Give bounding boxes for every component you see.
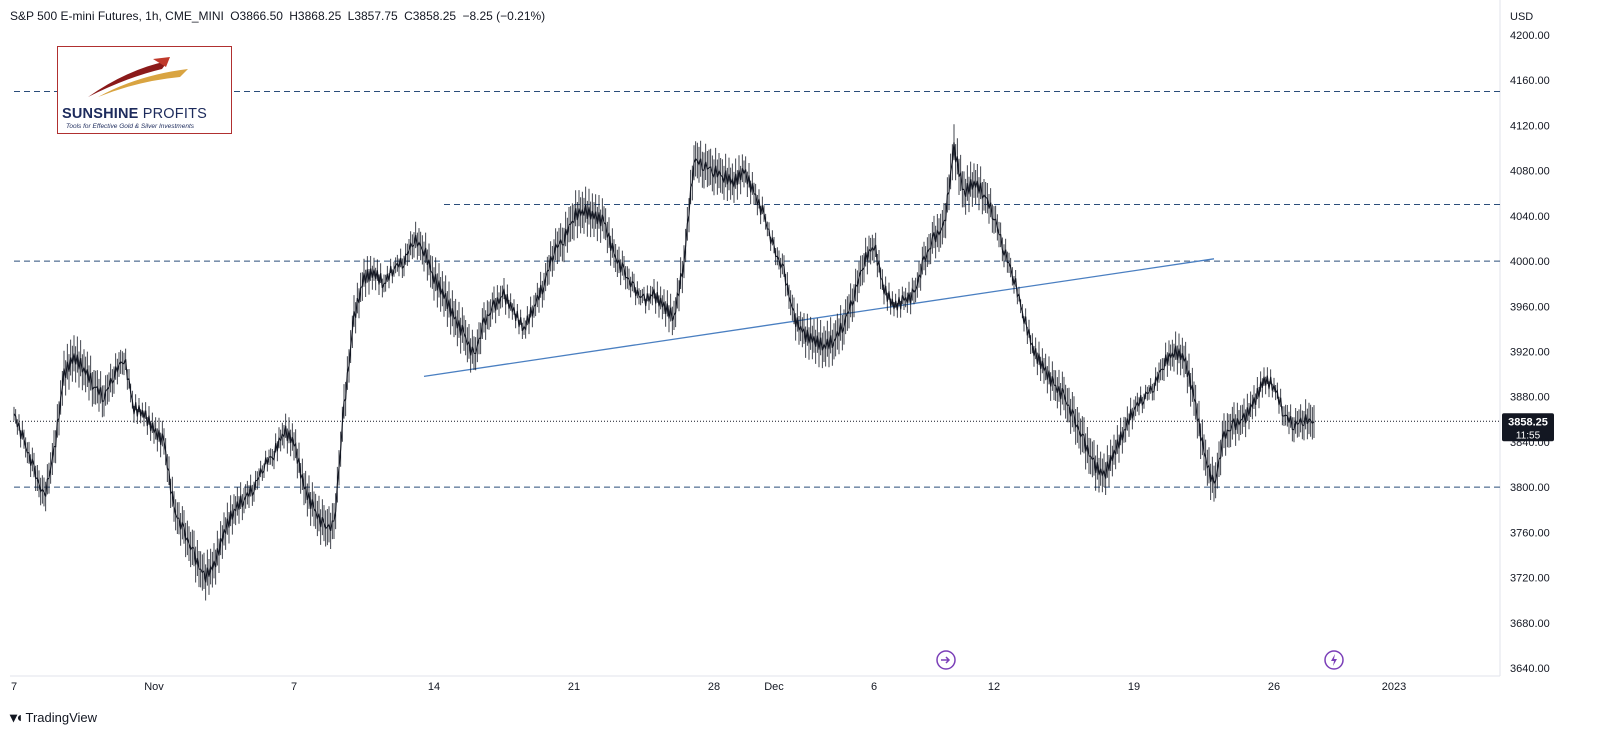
trend-line-group xyxy=(423,258,1215,378)
price-series-line xyxy=(13,142,1315,583)
horizontal-levels xyxy=(14,91,1500,488)
tradingview-icon: ▾◖ xyxy=(10,709,24,725)
x-tick-label: 6 xyxy=(871,681,877,693)
x-tick-label: 12 xyxy=(988,681,1000,693)
open-value: O3866.50 xyxy=(230,9,283,23)
price-wicks xyxy=(13,124,1315,601)
symbol-label: S&P 500 E-mini Futures, 1h, CME_MINI xyxy=(10,9,224,23)
sunshine-profits-logo: SUNSHINE PROFITS Tools for Effective Gol… xyxy=(57,46,232,134)
y-tick-label: 3760.00 xyxy=(1510,527,1550,539)
low-value: L3857.75 xyxy=(347,9,398,23)
trend-line xyxy=(423,258,1215,378)
y-tick-label: 4080.00 xyxy=(1510,166,1550,178)
last-price-group: 3858.25 11:55 xyxy=(10,413,1554,442)
tradingview-label: TradingView xyxy=(25,710,98,725)
tradingview-logo[interactable]: ▾◖ TradingView xyxy=(10,709,97,726)
logo-brand-light: PROFITS xyxy=(142,106,208,122)
y-tick-label: 3920.00 xyxy=(1510,347,1550,359)
logo-brand: SUNSHINE PROFITS xyxy=(62,106,207,122)
y-tick-label: 3720.00 xyxy=(1510,573,1550,585)
y-tick-label: 3680.00 xyxy=(1510,618,1550,630)
y-tick-label: 4120.00 xyxy=(1510,120,1550,132)
price-series-group xyxy=(13,124,1315,601)
logo-brand-bold: SUNSHINE xyxy=(62,106,139,122)
x-tick-label: 21 xyxy=(568,681,580,693)
y-tick-label: 4200.00 xyxy=(1510,30,1550,42)
x-tick-label: 28 xyxy=(708,681,720,693)
y-tick-label: 3640.00 xyxy=(1510,663,1550,675)
event-icon-forward[interactable] xyxy=(936,650,956,670)
time-axis: 7 Nov 7 14 21 28 Dec 6 12 19 26 2023 xyxy=(11,681,1406,693)
currency-label: USD xyxy=(1510,11,1534,23)
y-tick-label: 3960.00 xyxy=(1510,301,1550,313)
y-tick-label: 4040.00 xyxy=(1510,211,1550,223)
x-tick-label: 26 xyxy=(1268,681,1280,693)
high-value: H3868.25 xyxy=(289,9,342,23)
last-price-value: 3858.25 xyxy=(1508,416,1548,428)
x-tick-label: Dec xyxy=(764,681,784,693)
change-value: −8.25 (−0.21%) xyxy=(462,9,546,23)
chart-header: S&P 500 E-mini Futures, 1h, CME_MINI O38… xyxy=(10,9,548,23)
y-tick-label: 3880.00 xyxy=(1510,392,1550,404)
x-tick-label: 7 xyxy=(11,681,17,693)
price-axis: 3640.00 3680.00 3720.00 3760.00 3800.00 3840.… xyxy=(1510,30,1550,675)
x-tick-label: 14 xyxy=(428,681,440,693)
x-tick-label: 7 xyxy=(291,681,297,693)
countdown-value: 11:55 xyxy=(1516,430,1541,441)
close-value: C3858.25 xyxy=(404,9,457,23)
logo-tagline: Tools for Effective Gold & Silver Invest… xyxy=(66,123,195,130)
x-tick-label: 19 xyxy=(1128,681,1140,693)
x-tick-label: 2023 xyxy=(1382,681,1406,693)
y-tick-label: 4160.00 xyxy=(1510,75,1550,87)
event-icon-lightning[interactable] xyxy=(1324,650,1344,670)
last-price-tag xyxy=(1502,413,1554,442)
x-tick-label: Nov xyxy=(144,681,164,693)
y-tick-label: 4000.00 xyxy=(1510,256,1550,268)
y-tick-label: 3800.00 xyxy=(1510,482,1550,494)
swoosh-icon xyxy=(88,57,188,97)
y-tick-label: 3840.00 xyxy=(1510,437,1550,449)
